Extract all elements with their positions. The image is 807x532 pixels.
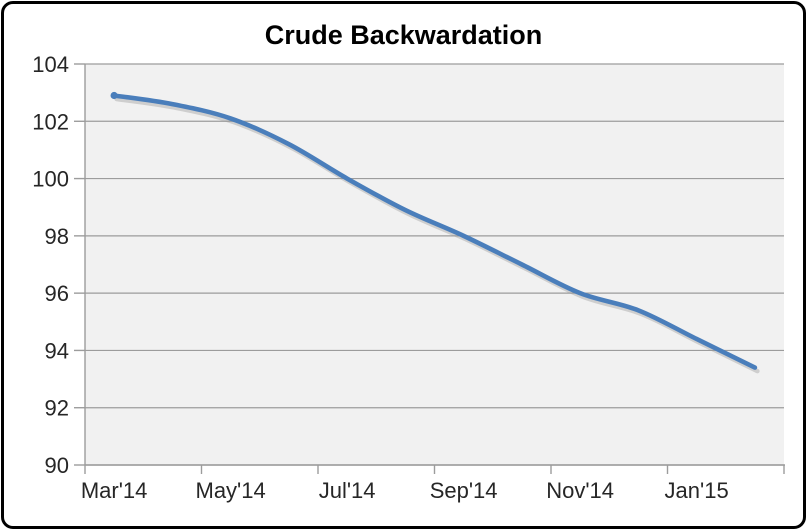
- chart-title: Crude Backwardation: [264, 20, 543, 50]
- x-axis-label: Jul'14: [319, 478, 376, 503]
- y-axis-label: 96: [45, 281, 69, 306]
- y-axis-label: 90: [45, 453, 69, 478]
- y-axis-label: 104: [32, 52, 69, 77]
- series-line-start-cap: [110, 91, 118, 100]
- line-chart-canvas: 104 102 100 98 96 94 92 90 Mar'14 May'14 Jul'14 Sep…: [32, 52, 785, 503]
- y-axis-label: 98: [45, 224, 69, 249]
- y-axis-label: 102: [32, 109, 69, 134]
- x-axis-label: Nov'14: [546, 478, 614, 503]
- x-axis-label: Mar'14: [81, 478, 148, 503]
- x-axis-label: May'14: [196, 478, 266, 503]
- y-axis-label: 92: [45, 396, 69, 421]
- x-axis-label: Jan'15: [665, 478, 729, 503]
- y-axis-label: 94: [45, 338, 69, 363]
- plot-area: [85, 64, 784, 465]
- series-line: [111, 93, 758, 370]
- y-axis-label: 100: [32, 167, 69, 192]
- x-axis-label: Sep'14: [430, 478, 498, 503]
